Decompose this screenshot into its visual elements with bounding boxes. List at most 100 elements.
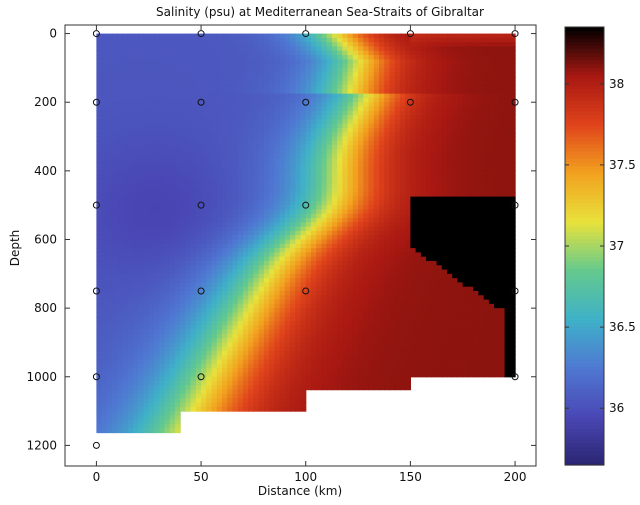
heatmap-cell (112, 393, 118, 399)
heatmap-cell (185, 196, 192, 202)
heatmap-cell (269, 398, 275, 404)
heatmap-cell (242, 72, 249, 78)
heatmap-cell (133, 166, 139, 172)
heatmap-cell (174, 59, 181, 65)
heatmap-cell (321, 166, 328, 172)
heatmap-cell (305, 102, 312, 108)
heatmap-cell (305, 162, 312, 168)
heatmap-cell (117, 269, 124, 275)
heatmap-cell (321, 115, 328, 120)
heatmap-cell (269, 385, 275, 391)
heatmap-cell (248, 351, 254, 356)
heatmap-cell (133, 278, 139, 283)
heatmap-cell (159, 192, 166, 198)
heatmap-cell (379, 205, 385, 211)
heatmap-cell (253, 97, 260, 103)
heatmap-cell (169, 42, 176, 48)
heatmap-cell (237, 93, 244, 99)
heatmap-cell (331, 290, 338, 296)
heatmap-cell (305, 321, 312, 326)
heatmap-cell (290, 235, 296, 241)
heatmap-cell (201, 243, 207, 249)
heatmap-cell (342, 179, 349, 185)
heatmap-cell (279, 286, 286, 292)
heatmap-cell (211, 196, 218, 202)
heatmap-cell (242, 260, 249, 266)
heatmap-cell (321, 205, 328, 211)
heatmap-cell (127, 205, 134, 211)
heatmap-cell (248, 385, 254, 391)
heatmap-cell (180, 406, 186, 412)
heatmap-cell (352, 33, 359, 39)
heatmap-cell (96, 252, 103, 258)
heatmap-cell (190, 85, 197, 90)
heatmap-cell (133, 157, 139, 163)
heatmap-cell (143, 312, 150, 318)
heatmap-cell (384, 115, 391, 120)
heatmap-cell (195, 85, 202, 90)
heatmap-cell (216, 140, 223, 146)
heatmap-cell (248, 282, 254, 288)
heatmap-cell (117, 252, 124, 258)
heatmap-cell (159, 243, 166, 249)
heatmap-cell (300, 260, 307, 266)
heatmap-cell (112, 59, 118, 65)
heatmap-cell (389, 59, 396, 65)
heatmap-cell (143, 333, 150, 339)
heatmap-cell (169, 50, 176, 56)
heatmap-cell (358, 42, 364, 48)
heatmap-cell (269, 149, 275, 155)
heatmap-cell (269, 157, 275, 163)
heatmap-cell (227, 260, 234, 266)
heatmap-cell (290, 278, 296, 283)
heatmap-cell (373, 346, 380, 352)
heatmap-cell (290, 299, 296, 305)
heatmap-cell (112, 145, 118, 151)
heatmap-cell (373, 368, 380, 374)
heatmap-cell (316, 376, 323, 382)
heatmap-cell (347, 42, 354, 48)
heatmap-cell (373, 102, 380, 108)
heatmap-cell (290, 282, 296, 288)
heatmap-cell (368, 329, 375, 335)
heatmap-cell (358, 218, 364, 223)
heatmap-cell (206, 127, 213, 133)
heatmap-cell (284, 145, 291, 151)
heatmap-cell (363, 50, 370, 56)
heatmap-cell (190, 196, 197, 202)
heatmap-cell (122, 93, 129, 99)
heatmap-cell (232, 312, 239, 318)
heatmap-cell (316, 321, 323, 326)
heatmap-cell (164, 338, 171, 344)
heatmap-cell (389, 235, 396, 241)
heatmap-cell (352, 196, 359, 202)
heatmap-cell (269, 406, 275, 412)
heatmap-cell (143, 265, 150, 271)
heatmap-cell (295, 230, 302, 236)
heatmap-cell (290, 55, 296, 60)
heatmap-cell (274, 213, 281, 219)
heatmap-cell (253, 333, 260, 339)
heatmap-cell (284, 338, 291, 344)
heatmap-cell (174, 209, 181, 215)
heatmap-cell (101, 265, 108, 271)
heatmap-cell (117, 37, 124, 43)
heatmap-cell (253, 183, 260, 189)
heatmap-cell (169, 308, 176, 314)
heatmap-cell (242, 209, 249, 215)
heatmap-cell (295, 368, 302, 374)
heatmap-cell (284, 260, 291, 266)
heatmap-cell (117, 89, 124, 95)
heatmap-cell (138, 363, 145, 369)
heatmap-cell (222, 205, 228, 211)
heatmap-cell (133, 188, 139, 193)
heatmap-cell (363, 175, 370, 181)
heatmap-cell (300, 393, 307, 399)
heatmap-cell (290, 192, 296, 198)
heatmap-cell (138, 346, 145, 352)
heatmap-cell (159, 235, 166, 241)
heatmap-cell (242, 321, 249, 326)
heatmap-cell (342, 333, 349, 339)
heatmap-cell (295, 273, 302, 279)
heatmap-cell (190, 286, 197, 292)
